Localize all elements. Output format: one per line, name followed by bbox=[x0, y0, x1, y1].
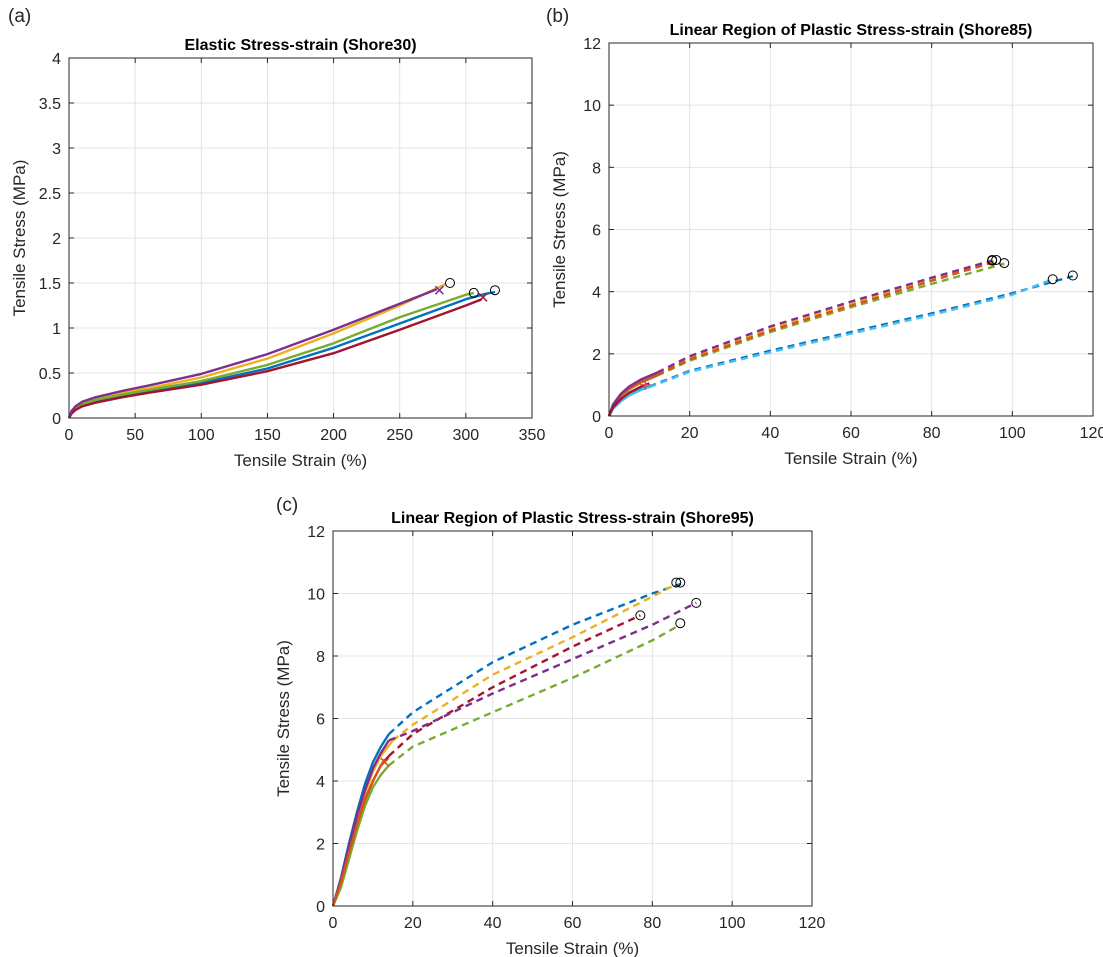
x-tick-label: 60 bbox=[842, 425, 860, 442]
series-3-end-marker bbox=[635, 610, 646, 621]
x-tick-label: 20 bbox=[404, 915, 422, 932]
chart-title: Elastic Stress-strain (Shore30) bbox=[184, 37, 416, 54]
series-5-dashed-line bbox=[388, 623, 681, 767]
x-tick-label: 0 bbox=[605, 425, 614, 442]
x-axis-label: Tensile Strain (%) bbox=[784, 449, 917, 468]
y-tick-label: 0 bbox=[316, 899, 325, 916]
series-4-dashed-line bbox=[656, 262, 1005, 377]
x-tick-label: 80 bbox=[923, 425, 941, 442]
series-1-line bbox=[67, 290, 496, 419]
series-6-solid-line bbox=[331, 758, 386, 907]
x-tick-label: 350 bbox=[519, 427, 546, 444]
series-4-end-marker bbox=[478, 292, 488, 302]
y-tick-label: 2.5 bbox=[39, 186, 61, 203]
y-tick-label: 12 bbox=[307, 524, 325, 541]
x-tick-label: 300 bbox=[453, 427, 480, 444]
series-6-end-marker bbox=[987, 254, 998, 265]
series-2-end-marker bbox=[1047, 274, 1058, 285]
series-1-end-marker bbox=[1067, 270, 1078, 281]
x-tick-label: 0 bbox=[65, 427, 74, 444]
y-tick-label: 4 bbox=[52, 51, 61, 68]
panel-label-a: (a) bbox=[8, 6, 32, 27]
series-2-end-marker bbox=[444, 278, 455, 288]
chart-title: Linear Region of Plastic Stress-strain (… bbox=[670, 22, 1033, 39]
series-4-end-marker bbox=[999, 258, 1010, 269]
y-tick-label: 4 bbox=[316, 774, 325, 791]
chart-c: 0 20 40 60 80 100 120 0 2 4 6 8 10 12 Linear Region of… bbox=[274, 510, 825, 957]
y-tick-label: 10 bbox=[307, 587, 325, 604]
x-axis-label: Tensile Strain (%) bbox=[234, 451, 367, 470]
y-tick-label: 2 bbox=[52, 231, 61, 248]
x-tick-label: 60 bbox=[564, 915, 582, 932]
series-1-dashed-line bbox=[388, 582, 681, 736]
series-5-solid-line bbox=[331, 764, 390, 907]
y-tick-label: 12 bbox=[583, 36, 601, 53]
series-7-end-marker bbox=[640, 379, 651, 390]
x-tick-label: 100 bbox=[719, 915, 746, 932]
series-1-dashed-line bbox=[648, 274, 1074, 388]
x-axis-label: Tensile Strain (%) bbox=[506, 939, 639, 957]
x-tick-label: 100 bbox=[188, 427, 215, 444]
series-3-solid-line bbox=[607, 372, 658, 417]
x-tick-label: 50 bbox=[126, 427, 144, 444]
series-2-dashed-line bbox=[392, 583, 677, 742]
x-tick-label: 80 bbox=[643, 915, 661, 932]
series-5-line bbox=[67, 288, 438, 419]
series-2-dashed-line bbox=[648, 278, 1054, 389]
y-axis-label: Tensile Stress (MPa) bbox=[10, 160, 29, 317]
y-tick-label: 6 bbox=[316, 712, 325, 729]
series-5-end-marker bbox=[434, 285, 444, 295]
series-4-line bbox=[67, 298, 483, 419]
series-3-end-marker bbox=[468, 287, 479, 298]
series-3-dashed-line bbox=[388, 614, 641, 757]
series-2-end-marker bbox=[671, 577, 682, 588]
x-tick-label: 20 bbox=[681, 425, 699, 442]
y-tick-label: 0 bbox=[52, 411, 61, 428]
series-5-dashed-line bbox=[656, 260, 997, 377]
x-tick-label: 40 bbox=[761, 425, 779, 442]
y-tick-label: 4 bbox=[592, 285, 601, 302]
y-tick-label: 2 bbox=[592, 347, 601, 364]
chart-title: Linear Region of Plastic Stress-strain (… bbox=[391, 510, 754, 527]
x-tick-label: 120 bbox=[1080, 425, 1103, 442]
chart-b: 0 20 40 60 80 100 120 0 2 4 6 8 10 12 Linear Region of… bbox=[550, 22, 1103, 468]
series-4-end-marker bbox=[691, 597, 702, 608]
panel-label-b: (b) bbox=[546, 6, 570, 27]
y-tick-label: 0 bbox=[592, 409, 601, 426]
series-6-end-marker bbox=[380, 757, 390, 767]
y-tick-label: 3 bbox=[52, 141, 61, 158]
series-4-solid-line bbox=[607, 374, 658, 417]
chart-a: 0 50 100 150 200 250 300 350 0 0.5 1 1.5 2 2.5 3 3.5 4 El… bbox=[10, 37, 545, 470]
x-tick-label: 150 bbox=[254, 427, 281, 444]
series-5-end-marker bbox=[675, 618, 686, 629]
y-tick-label: 8 bbox=[316, 649, 325, 666]
y-tick-label: 10 bbox=[583, 98, 601, 115]
panel-label-c: (c) bbox=[276, 495, 299, 516]
series-1-end-marker bbox=[675, 577, 686, 588]
series-5-solid-line bbox=[607, 373, 658, 417]
series-6-dashed-line bbox=[656, 259, 993, 374]
series-3-line bbox=[67, 291, 475, 419]
y-tick-label: 1 bbox=[52, 321, 61, 338]
y-tick-label: 2 bbox=[316, 837, 325, 854]
y-tick-label: 8 bbox=[592, 160, 601, 177]
y-axis-label: Tensile Stress (MPa) bbox=[274, 640, 293, 797]
series-7-solid-line bbox=[607, 382, 650, 417]
y-tick-label: 3.5 bbox=[39, 96, 61, 113]
series-1-end-marker bbox=[489, 285, 500, 296]
y-tick-label: 0.5 bbox=[39, 366, 61, 383]
x-tick-label: 0 bbox=[329, 915, 338, 932]
y-tick-label: 6 bbox=[592, 223, 601, 240]
y-axis-label: Tensile Stress (MPa) bbox=[550, 151, 569, 308]
x-tick-label: 100 bbox=[999, 425, 1026, 442]
x-tick-label: 200 bbox=[320, 427, 347, 444]
x-tick-label: 250 bbox=[386, 427, 413, 444]
series-4-dashed-line bbox=[388, 601, 697, 742]
x-tick-label: 120 bbox=[799, 915, 826, 932]
x-tick-label: 40 bbox=[484, 915, 502, 932]
y-tick-label: 1.5 bbox=[39, 276, 61, 293]
